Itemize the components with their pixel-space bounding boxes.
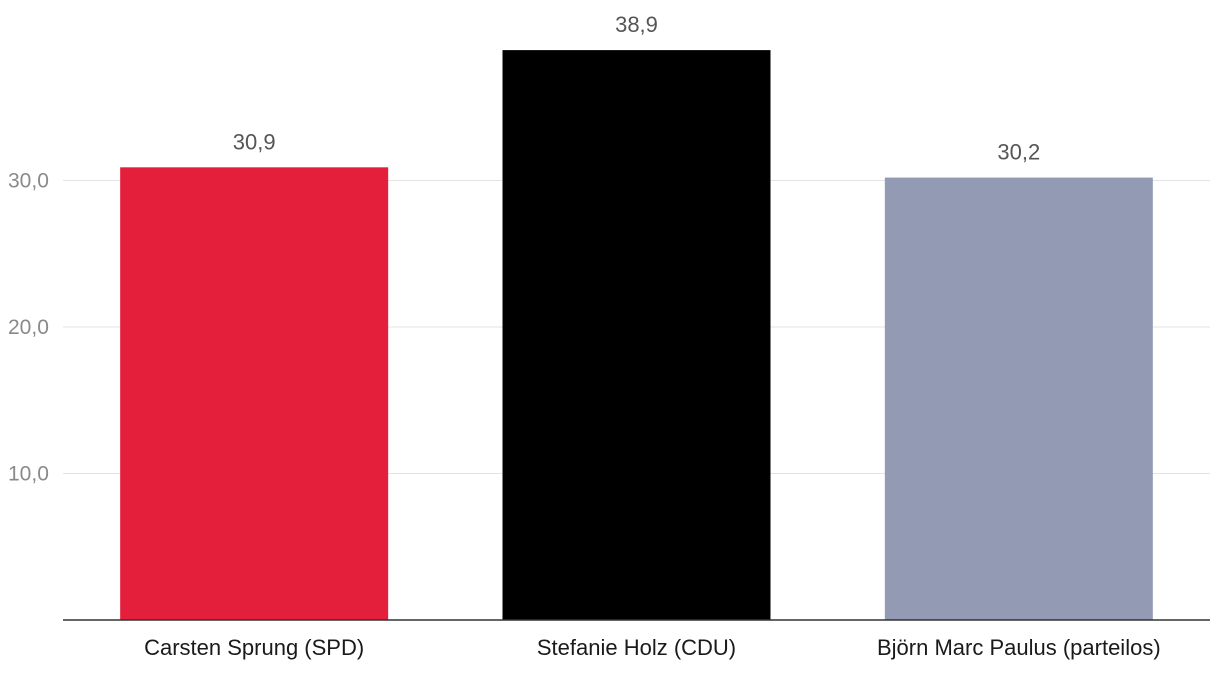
- bar: [884, 177, 1153, 620]
- value-label: 30,9: [233, 129, 276, 154]
- x-category-label: Carsten Sprung (SPD): [144, 635, 364, 660]
- value-label: 30,2: [997, 140, 1040, 165]
- y-tick-label: 20,0: [8, 316, 49, 339]
- labels: 10,0 20,0 30,0 30,9 Carsten Sprung (SPD) 38,9…: [8, 12, 1161, 660]
- bar: [120, 167, 389, 620]
- bar: [502, 50, 771, 621]
- bars: [63, 50, 1210, 621]
- x-category-label: Björn Marc Paulus (parteilos): [877, 635, 1161, 660]
- y-tick-label: 30,0: [8, 170, 49, 193]
- x-category-label: Stefanie Holz (CDU): [537, 635, 736, 660]
- y-tick-label: 10,0: [8, 463, 49, 486]
- value-label: 38,9: [615, 12, 658, 37]
